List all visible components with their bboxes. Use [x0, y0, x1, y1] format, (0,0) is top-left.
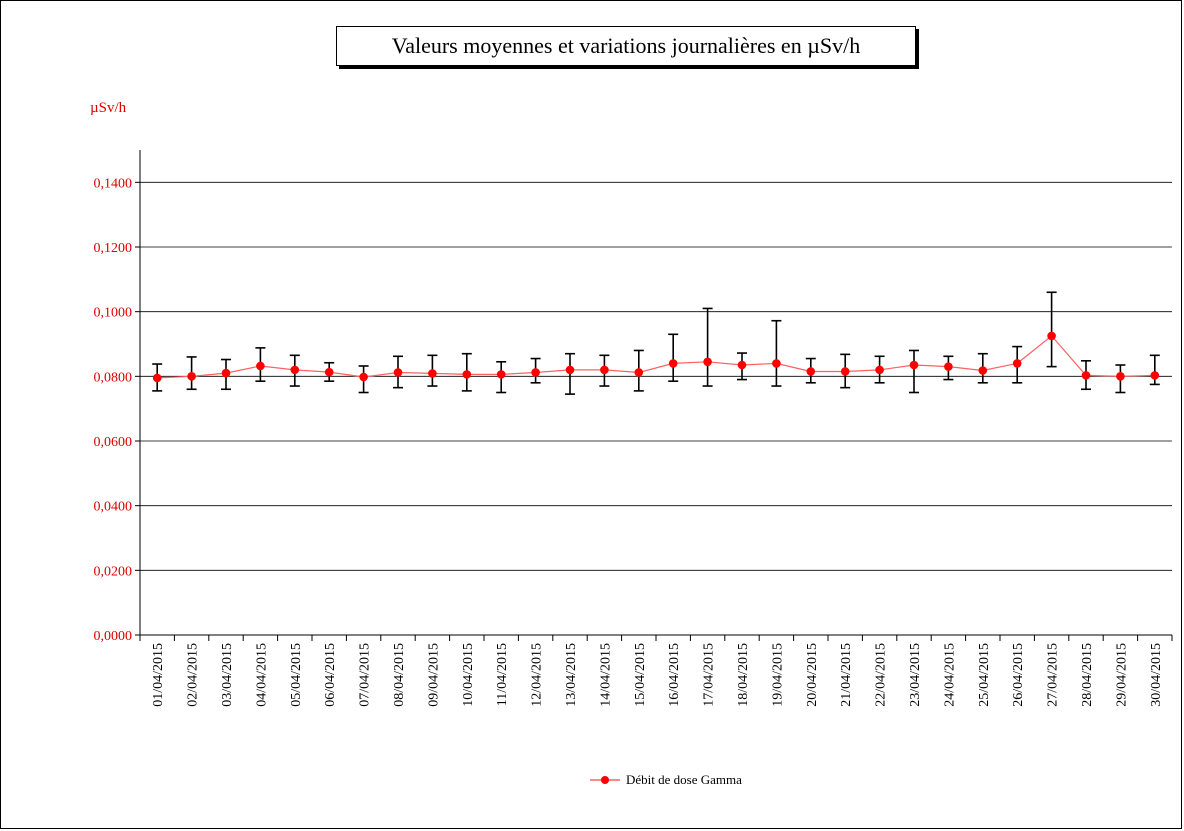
x-tick-label: 08/04/2015	[392, 643, 407, 707]
data-point	[600, 365, 609, 375]
x-tick-label: 01/04/2015	[151, 643, 166, 707]
data-point	[256, 361, 265, 371]
data-point	[978, 366, 988, 375]
chart-title: Valeurs moyennes et variations journaliè…	[391, 33, 861, 58]
x-tick-label: 03/04/2015	[220, 643, 235, 707]
x-tick-label: 12/04/2015	[530, 643, 545, 707]
data-point	[428, 369, 437, 378]
x-tick-label: 17/04/2015	[702, 643, 717, 707]
data-point	[221, 368, 231, 378]
x-tick-label: 16/04/2015	[667, 643, 682, 707]
x-tick-label: 19/04/2015	[770, 643, 785, 707]
x-tick-label: 18/04/2015	[736, 643, 751, 707]
x-tick-label: 23/04/2015	[908, 643, 923, 707]
data-point	[324, 367, 334, 377]
x-tick-label: 15/04/2015	[633, 643, 648, 707]
y-tick-labels: 0,0000 0,0200 0,0400 0,0600 0,0800 0,1000 0,12…	[94, 176, 133, 644]
data-point	[187, 372, 196, 381]
x-tick-label: 22/04/2015	[874, 643, 889, 707]
data-point	[668, 359, 678, 368]
y-tick-label: 0,1200	[94, 241, 133, 256]
x-tick-label: 04/04/2015	[254, 643, 269, 707]
data-point	[944, 362, 953, 371]
x-tick-label: 29/04/2015	[1114, 643, 1129, 707]
data-point	[393, 368, 403, 377]
series-line-layer	[157, 335, 1155, 379]
x-tick-label: 02/04/2015	[186, 643, 201, 707]
chart-title-box: Valeurs moyennes et variations journaliè…	[336, 26, 916, 66]
error-bar	[909, 349, 919, 394]
error-bar	[1046, 291, 1057, 368]
x-tick-label: 25/04/2015	[977, 643, 992, 707]
data-point	[1150, 371, 1160, 380]
x-tick-label: 06/04/2015	[323, 643, 338, 707]
x-tick-label: 09/04/2015	[426, 643, 441, 707]
data-point	[290, 365, 300, 375]
y-tick-label: 0,1400	[94, 176, 133, 191]
legend: Débit de dose Gamma	[590, 772, 742, 788]
y-tick-label: 0,0200	[94, 564, 133, 579]
data-point	[496, 370, 506, 379]
data-point	[359, 372, 368, 382]
y-axis-unit-label: µSv/h	[90, 100, 127, 116]
y-tick-label: 0,0400	[94, 500, 133, 515]
y-tick-label: 0,0800	[94, 370, 133, 385]
data-point	[806, 367, 816, 376]
x-tick-label: 11/04/2015	[495, 643, 510, 706]
data-point	[1012, 359, 1022, 368]
error-bars	[152, 291, 1160, 395]
x-tick-label: 20/04/2015	[805, 643, 820, 707]
x-tick-label: 26/04/2015	[1011, 643, 1026, 707]
series-line	[157, 335, 1155, 379]
data-point	[737, 360, 747, 370]
data-point	[1081, 371, 1091, 380]
x-tick-label: 21/04/2015	[839, 643, 854, 707]
data-point	[634, 368, 644, 377]
x-tick-label: 27/04/2015	[1046, 643, 1061, 707]
x-tick-label: 30/04/2015	[1149, 643, 1164, 707]
x-tick-label: 10/04/2015	[461, 643, 476, 707]
grid-lines	[140, 181, 1172, 571]
y-tick-label: 0,1000	[94, 306, 133, 321]
axes	[135, 150, 1173, 641]
x-tick-label: 28/04/2015	[1080, 643, 1095, 707]
data-point	[531, 368, 540, 377]
data-point	[909, 360, 919, 370]
data-point	[462, 370, 472, 379]
error-bar	[668, 333, 679, 382]
x-tick-label: 05/04/2015	[289, 643, 304, 707]
x-tick-label: 13/04/2015	[564, 643, 579, 707]
legend-marker-icon	[590, 776, 620, 784]
data-point	[772, 359, 781, 368]
data-point	[840, 367, 850, 376]
data-points	[152, 331, 1160, 383]
x-tick-label: 24/04/2015	[942, 643, 957, 707]
error-bar	[702, 307, 713, 387]
x-tick-labels: 01/04/2015 02/04/2015 03/04/2015 04/04/2015…	[151, 643, 1164, 707]
error-bar	[1149, 354, 1160, 386]
legend-label: Débit de dose Gamma	[626, 772, 742, 787]
data-point	[703, 357, 712, 367]
data-point	[565, 365, 575, 375]
x-tick-label: 07/04/2015	[358, 643, 373, 707]
data-point	[1047, 331, 1056, 341]
data-point	[152, 373, 162, 383]
data-point	[875, 365, 884, 375]
y-tick-label: 0,0000	[94, 629, 133, 644]
error-bar	[771, 319, 782, 387]
x-tick-label: 14/04/2015	[598, 643, 613, 707]
data-point	[1116, 372, 1125, 381]
y-tick-label: 0,0600	[94, 435, 133, 450]
